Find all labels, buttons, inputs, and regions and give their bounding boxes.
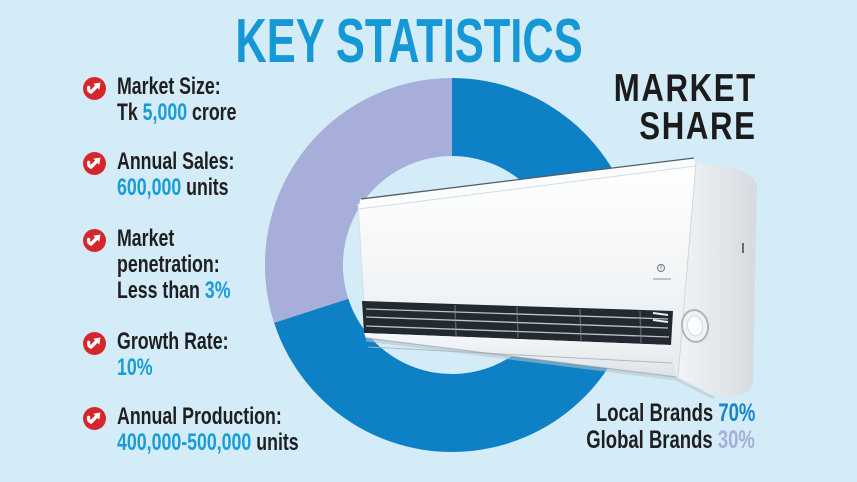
legend-item-local-brands: Local Brands 70%: [596, 400, 755, 427]
ac-vent-marks: [652, 312, 669, 323]
stat-value: 5,000: [142, 99, 188, 126]
ac-shadow: [365, 338, 715, 400]
growth-arrow-icon: [83, 407, 106, 430]
legend-item-global-brands: Global Brands 30%: [586, 427, 755, 454]
growth-arrow-icon: [83, 77, 106, 100]
stat-label: Growth Rate:: [117, 328, 229, 355]
legend-value: 30%: [717, 426, 755, 454]
page-title: KEY STATISTICS: [0, 9, 818, 75]
legend-label: Global Brands: [586, 426, 718, 454]
stat-label: Annual Production:: [117, 403, 282, 430]
ac-louver-dividers: [454, 304, 642, 344]
stat-value: 600,000: [117, 174, 182, 201]
ac-unit-image: [357, 157, 757, 400]
stat-label: penetration:: [117, 251, 220, 278]
legend-value: 70%: [717, 399, 755, 427]
growth-arrow-icon: [83, 332, 106, 355]
market-share-line2: SHARE: [639, 105, 757, 148]
ac-bottom-seam: [367, 346, 673, 364]
stat-label: Market: [117, 225, 175, 252]
ac-brand-badge: [653, 263, 671, 280]
ac-cap-edge: [677, 162, 697, 378]
market-share-heading: MARKET SHARE: [578, 67, 757, 148]
chart-legend: Local Brands 70% Global Brands 30%: [527, 400, 755, 454]
stat-label: Annual Sales:: [117, 148, 235, 175]
stat-item-growth-rate: Growth Rate: 10%: [83, 329, 268, 381]
ac-top-band: [359, 158, 696, 209]
stat-item-market-size: Market Size: Tk 5,000 crore: [83, 74, 278, 126]
stat-text: Tk: [117, 99, 143, 126]
legend-label: Local Brands: [595, 399, 718, 427]
donut-segment-global-brands: [264, 77, 452, 323]
growth-arrow-icon: [83, 152, 106, 175]
stat-unit: crore: [187, 99, 237, 126]
stat-value: 3%: [204, 277, 231, 304]
ac-control-dial: [680, 309, 710, 343]
stat-value: 10%: [117, 354, 153, 381]
stat-unit: units: [181, 174, 229, 201]
ac-top-seam: [360, 157, 695, 200]
stat-item-market-penetration: Market penetration: Less than 3%: [83, 226, 270, 304]
stat-unit: units: [251, 429, 299, 456]
stat-item-annual-production: Annual Production: 400,000-500,000 units: [83, 404, 363, 456]
stat-value: 400,000-500,000: [117, 429, 252, 456]
page-title-text: KEY STATISTICS: [235, 7, 583, 76]
stat-item-annual-sales: Annual Sales: 600,000 units: [83, 149, 276, 201]
stat-label: Market Size:: [117, 73, 221, 100]
stat-text: Less than: [117, 277, 205, 304]
market-share-line1: MARKET: [613, 67, 757, 110]
ac-top-seam-2: [358, 165, 697, 210]
growth-arrow-icon: [83, 229, 106, 252]
ac-bottom-edge: [365, 337, 677, 378]
